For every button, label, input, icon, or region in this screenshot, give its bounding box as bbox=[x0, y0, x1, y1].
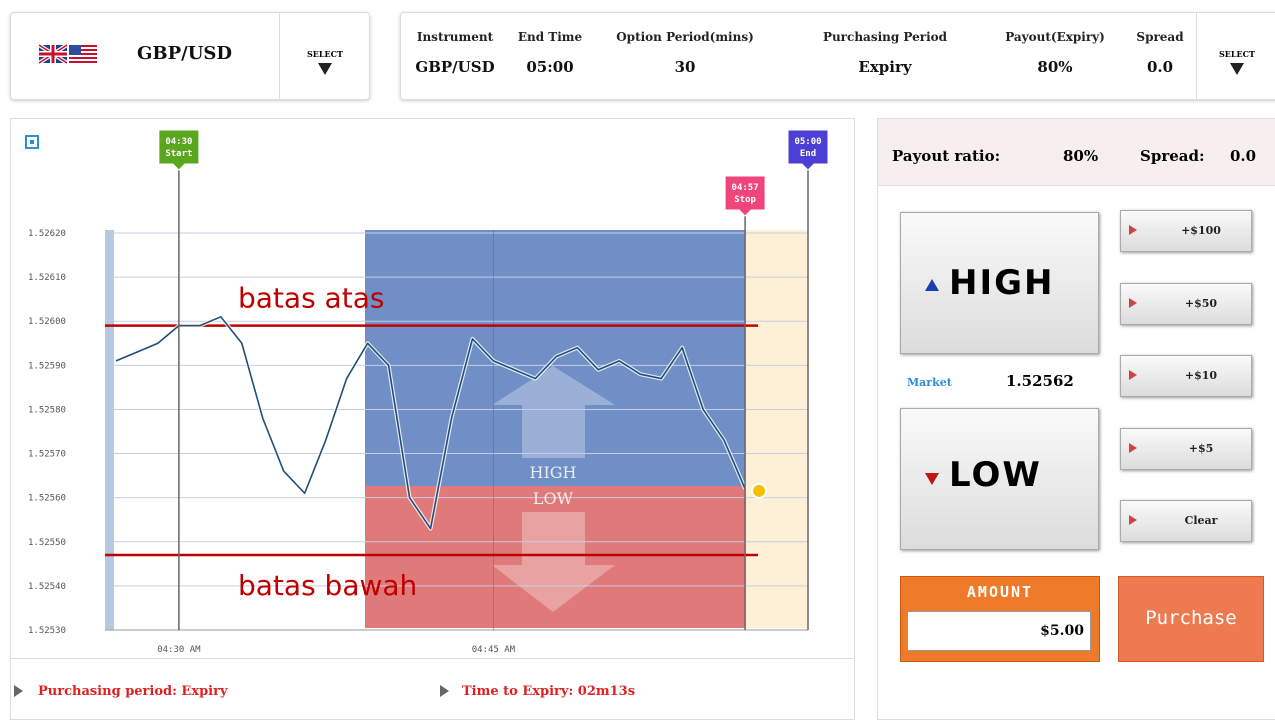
field-label: Purchasing Period bbox=[822, 30, 948, 44]
time-marker-flag bbox=[787, 129, 829, 171]
amount-icon bbox=[1129, 515, 1137, 525]
current-point bbox=[751, 482, 768, 499]
plot-strip bbox=[105, 230, 114, 630]
market-value: 1.52562 bbox=[1006, 372, 1074, 390]
amount-icon bbox=[1129, 443, 1137, 453]
y-tick-label: 1.52570 bbox=[28, 450, 66, 460]
time-marker-label: Stop bbox=[734, 195, 756, 205]
field-value: 05:00 bbox=[526, 58, 574, 76]
spread-label: Spread: bbox=[1140, 147, 1205, 165]
payout-value: 80% bbox=[1063, 147, 1099, 165]
time-marker-flag bbox=[158, 129, 200, 171]
time-marker-flag bbox=[724, 175, 766, 217]
field-value: 80% bbox=[1037, 58, 1073, 76]
amount-label: +$50 bbox=[1184, 297, 1218, 310]
y-tick-label: 1.52600 bbox=[28, 317, 66, 327]
amount-button[interactable]: +$5 bbox=[1120, 428, 1252, 470]
limit-label: batas atas bbox=[238, 282, 384, 315]
up-arrow bbox=[492, 366, 615, 458]
select-label: SELECT bbox=[307, 49, 343, 59]
expiry-zone bbox=[745, 230, 808, 628]
purchasing-period: Purchasing period: Expiry bbox=[38, 684, 228, 699]
limit-label: batas bawah bbox=[238, 569, 417, 602]
x-tick-label: 04:45 AM bbox=[472, 645, 516, 655]
spread-value: 0.0 bbox=[1230, 147, 1257, 165]
field-value: 0.0 bbox=[1146, 58, 1174, 76]
amount-label: Clear bbox=[1184, 514, 1218, 527]
low-label: LOW bbox=[949, 455, 1042, 495]
down-arrow bbox=[492, 512, 615, 612]
amount-label: +$5 bbox=[1188, 442, 1214, 455]
amount-button[interactable]: +$50 bbox=[1120, 283, 1252, 325]
x-tick-label: 04:30 AM bbox=[157, 645, 201, 655]
field-value: Expiry bbox=[858, 58, 912, 76]
field-label: Payout(Expiry) bbox=[1005, 30, 1105, 44]
field-label: End Time bbox=[517, 30, 583, 44]
time-marker-label: End bbox=[800, 149, 816, 159]
amount-icon bbox=[1129, 370, 1137, 380]
amount-button[interactable]: +$100 bbox=[1120, 210, 1252, 252]
instrument-box: GBP/USD SELECT bbox=[10, 12, 370, 100]
field-label: Option Period(mins) bbox=[616, 30, 754, 44]
chart: 1.52530 1.52540 1.52550 1.52560 1.52570 1.525… bbox=[25, 129, 829, 655]
time-marker-time: 04:30 bbox=[165, 137, 192, 147]
market-label: Market bbox=[907, 376, 952, 389]
low-button[interactable]: LOW bbox=[900, 408, 1099, 550]
price-line bbox=[115, 316, 746, 530]
amount-label: AMOUNT bbox=[966, 583, 1034, 601]
amount-label: +$10 bbox=[1184, 369, 1218, 382]
purchase-button[interactable]: Purchase bbox=[1118, 576, 1264, 662]
chart-icon bbox=[25, 135, 39, 149]
down-icon bbox=[925, 473, 939, 485]
amount-value: $5.00 bbox=[1040, 623, 1084, 639]
time-to-expiry: Time to Expiry: 02m13s bbox=[462, 684, 636, 699]
bullet bbox=[14, 685, 23, 697]
amount-icon bbox=[1129, 298, 1137, 308]
info-box: SELECT bbox=[400, 12, 1275, 100]
zone-label: HIGH bbox=[529, 463, 576, 482]
zone-label: LOW bbox=[533, 489, 574, 508]
select-button[interactable]: SELECT bbox=[279, 13, 370, 99]
select-label: SELECT bbox=[1219, 49, 1255, 59]
select-arrow bbox=[318, 63, 332, 75]
amount-icon bbox=[1129, 225, 1137, 235]
amount-box: AMOUNT $5.00 bbox=[900, 576, 1100, 662]
select-arrow bbox=[1230, 63, 1244, 75]
field-value: 30 bbox=[674, 58, 696, 76]
y-tick-label: 1.52550 bbox=[28, 538, 66, 548]
high-button[interactable]: HIGH bbox=[900, 212, 1099, 354]
field-label: Instrument bbox=[416, 30, 494, 44]
y-tick-label: 1.52580 bbox=[28, 405, 66, 415]
payout-label: Payout ratio: bbox=[892, 147, 1001, 165]
y-tick-label: 1.52620 bbox=[28, 229, 66, 239]
up-icon bbox=[925, 279, 939, 291]
field-label: Spread bbox=[1136, 30, 1184, 44]
amount-button[interactable]: Clear bbox=[1120, 500, 1252, 542]
high-label: HIGH bbox=[949, 263, 1055, 303]
time-marker-time: 04:57 bbox=[732, 183, 759, 193]
instrument-name: GBP/USD bbox=[137, 43, 233, 64]
time-marker-time: 05:00 bbox=[794, 137, 821, 147]
purchase-label: Purchase bbox=[1145, 607, 1237, 629]
y-tick-label: 1.52560 bbox=[28, 494, 66, 504]
y-tick-label: 1.52610 bbox=[28, 273, 66, 283]
time-marker-label: Start bbox=[165, 149, 192, 159]
y-tick-label: 1.52540 bbox=[28, 582, 66, 592]
select-button[interactable]: SELECT bbox=[1196, 13, 1275, 99]
chart-icon bbox=[30, 140, 34, 144]
payout-row: Payout ratio: 80% Spread: 0.0 bbox=[878, 119, 1275, 186]
low-zone bbox=[365, 486, 745, 628]
y-tick-label: 1.52530 bbox=[28, 626, 66, 636]
footer-divider bbox=[10, 658, 853, 659]
flags bbox=[39, 43, 97, 65]
amount-label: +$100 bbox=[1181, 224, 1221, 237]
amount-input[interactable]: $5.00 bbox=[907, 611, 1091, 651]
amount-button[interactable]: +$10 bbox=[1120, 355, 1252, 397]
y-tick-label: 1.52590 bbox=[28, 361, 66, 371]
field-value: GBP/USD bbox=[415, 58, 495, 76]
bullet bbox=[440, 685, 449, 697]
